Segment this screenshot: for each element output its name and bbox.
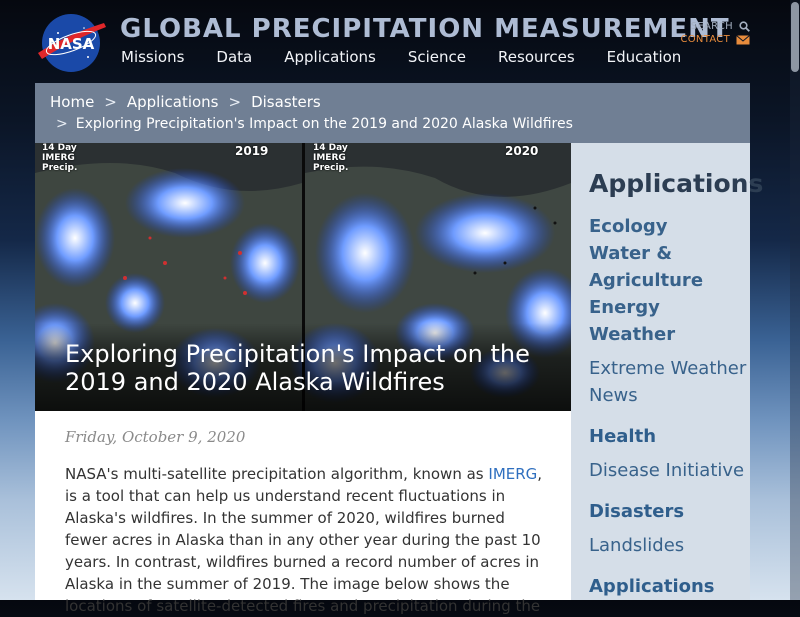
main-nav: Missions Data Applications Science Resou… [121, 48, 681, 66]
breadcrumb-row: Home > Applications > Disasters [50, 93, 321, 111]
search-link[interactable]: SEARCH [690, 21, 733, 32]
publish-date: Friday, October 9, 2020 [65, 428, 246, 446]
paragraph-text-continued: , is a tool that can help us understand … [65, 465, 543, 615]
search-icon[interactable] [739, 21, 750, 32]
envelope-icon[interactable] [736, 34, 750, 45]
sidebar-item-weather[interactable]: Weather [589, 324, 676, 345]
sidebar-item-landslides[interactable]: Landslides [589, 535, 685, 556]
nav-applications[interactable]: Applications [284, 48, 376, 66]
breadcrumb-disasters[interactable]: Disasters [251, 93, 321, 111]
nasa-logo-text: NASA [48, 35, 95, 53]
sidebar-item-extreme-weather[interactable]: Extreme Weather [589, 358, 747, 379]
hero-image[interactable]: 14 Day IMERG Precip. 14 Day IMERG Precip… [35, 143, 571, 411]
site-title[interactable]: GLOBAL PRECIPITATION MEASUREMENT [120, 14, 730, 44]
breadcrumb: Home > Applications > Disasters > Explor… [35, 83, 750, 143]
sidebar: Applications Ecology Water & Agriculture… [571, 143, 763, 600]
breadcrumb-separator: > [228, 93, 242, 111]
sidebar-item-applications[interactable]: Applications [589, 576, 715, 597]
map-year-left: 2019 [235, 144, 269, 158]
map-divider [302, 143, 305, 411]
nav-science[interactable]: Science [407, 48, 467, 66]
sidebar-item-agriculture[interactable]: Agriculture [589, 270, 704, 291]
map-label-left: 14 Day IMERG Precip. [42, 143, 78, 173]
scrollbar-thumb[interactable] [791, 2, 799, 72]
utility-links: SEARCH CONTACT [680, 20, 750, 46]
breadcrumb-row-current: > Exploring Precipitation's Impact on th… [56, 116, 573, 132]
paragraph-text: NASA's multi-satellite precipitation alg… [65, 465, 489, 483]
article-body: Friday, October 9, 2020 NASA's multi-sat… [35, 411, 571, 615]
nav-education[interactable]: Education [606, 48, 682, 66]
hero-overlay [35, 323, 571, 411]
breadcrumb-separator: > [104, 93, 117, 111]
nav-data[interactable]: Data [216, 48, 253, 66]
map-year-right: 2020 [505, 144, 539, 158]
breadcrumb-home[interactable]: Home [50, 93, 95, 111]
breadcrumb-separator: > [56, 116, 68, 132]
site-header: NASA GLOBAL PRECIPITATION MEASUREMENT Mi… [0, 0, 800, 83]
precipitation-map-image [35, 143, 571, 411]
sidebar-item-disease-initiative[interactable]: Disease Initiative [589, 460, 745, 481]
sidebar-item-ecology[interactable]: Ecology [589, 216, 668, 237]
map-label-right: 14 Day IMERG Precip. [313, 143, 349, 173]
imerg-link[interactable]: IMERG [488, 465, 538, 483]
sidebar-item-water[interactable]: Water & [589, 243, 673, 264]
nav-resources[interactable]: Resources [498, 48, 575, 66]
sidebar-item-health[interactable]: Health [589, 426, 657, 447]
hero-title: Exploring Precipitation's Impact on the … [65, 340, 530, 396]
nav-missions[interactable]: Missions [121, 48, 185, 66]
contact-link[interactable]: CONTACT [680, 34, 730, 45]
scrollbar[interactable] [790, 0, 800, 600]
nasa-logo[interactable]: NASA [36, 13, 106, 73]
sidebar-item-energy[interactable]: Energy [589, 297, 660, 318]
breadcrumb-applications[interactable]: Applications [126, 93, 219, 111]
article-paragraph: NASA's multi-satellite precipitation alg… [65, 463, 543, 617]
sidebar-item-disasters[interactable]: Disasters [589, 501, 685, 522]
sidebar-item-news[interactable]: News [589, 385, 638, 406]
breadcrumb-current: Exploring Precipitation's Impact on the … [75, 116, 573, 132]
sidebar-title: Applications [589, 169, 764, 198]
